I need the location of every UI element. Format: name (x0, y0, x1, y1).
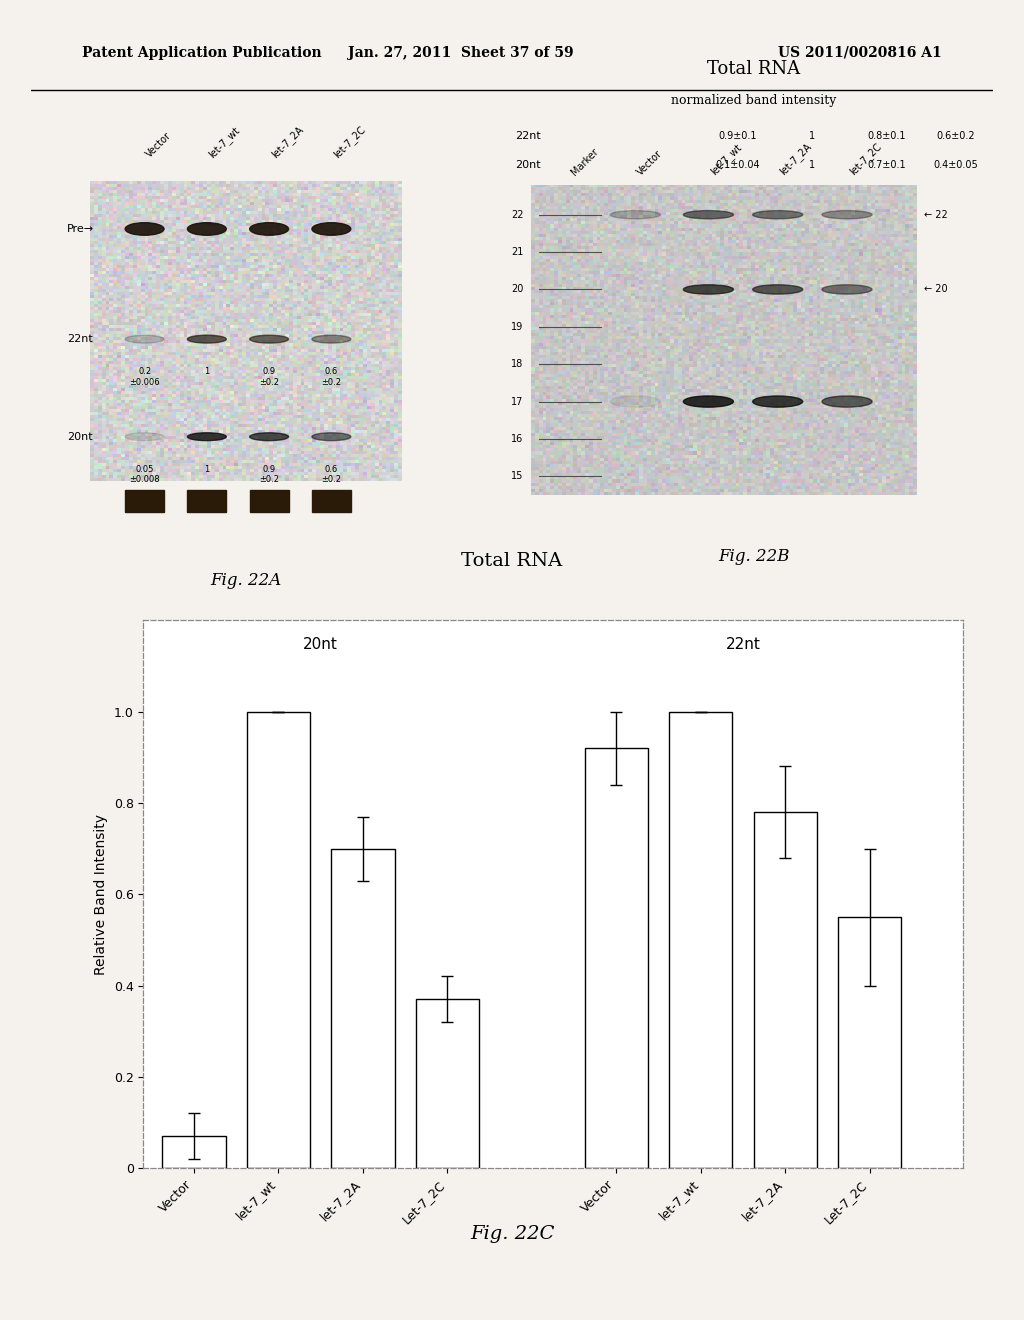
Text: Jan. 27, 2011  Sheet 37 of 59: Jan. 27, 2011 Sheet 37 of 59 (348, 46, 573, 59)
Bar (585, 748, 648, 1168)
Ellipse shape (125, 433, 164, 441)
Ellipse shape (187, 223, 226, 235)
Text: Fig. 22A: Fig. 22A (210, 573, 282, 589)
Bar (312, 490, 351, 512)
Text: 19: 19 (511, 322, 523, 331)
Ellipse shape (187, 335, 226, 343)
Ellipse shape (312, 223, 351, 235)
Text: 22nt: 22nt (726, 638, 761, 652)
Text: 22nt: 22nt (67, 334, 92, 345)
Ellipse shape (610, 211, 660, 219)
Bar (669, 711, 732, 1168)
Text: 0.05
±0.008: 0.05 ±0.008 (129, 465, 160, 484)
Text: Fig. 22B: Fig. 22B (718, 548, 790, 565)
Ellipse shape (610, 396, 660, 407)
Text: 0.9
±0.2: 0.9 ±0.2 (259, 465, 280, 484)
Text: 20nt: 20nt (303, 638, 338, 652)
Text: 0.9±0.1: 0.9±0.1 (719, 131, 757, 141)
Text: 16: 16 (511, 434, 523, 444)
Text: Patent Application Publication: Patent Application Publication (82, 46, 322, 59)
Text: 0.2
±0.006: 0.2 ±0.006 (129, 367, 160, 387)
Text: 1: 1 (809, 160, 815, 170)
Bar (754, 812, 817, 1168)
Bar (332, 849, 394, 1168)
Bar (247, 711, 310, 1168)
Text: 0.8±0.1: 0.8±0.1 (867, 131, 906, 141)
Bar (187, 490, 226, 512)
Bar (125, 490, 164, 512)
Ellipse shape (312, 433, 351, 441)
Text: 1: 1 (204, 465, 210, 474)
Text: normalized band intensity: normalized band intensity (671, 94, 837, 107)
Text: 20nt: 20nt (515, 160, 541, 170)
Text: Marker: Marker (569, 147, 601, 177)
Ellipse shape (822, 285, 872, 294)
Text: 0.6
±0.2: 0.6 ±0.2 (322, 465, 341, 484)
Ellipse shape (683, 285, 733, 294)
Ellipse shape (312, 335, 351, 343)
Text: ← 20: ← 20 (924, 284, 947, 294)
Text: Pre→: Pre→ (67, 224, 94, 234)
Text: 0.9
±0.2: 0.9 ±0.2 (259, 367, 280, 387)
Y-axis label: Relative Band Intensity: Relative Band Intensity (94, 814, 109, 974)
Text: let-7_wt: let-7_wt (709, 143, 743, 177)
Text: 22: 22 (511, 210, 523, 219)
Ellipse shape (822, 396, 872, 407)
Ellipse shape (683, 211, 733, 219)
Text: 21: 21 (511, 247, 523, 257)
Text: 18: 18 (511, 359, 523, 370)
Text: Vector: Vector (144, 131, 174, 160)
Ellipse shape (187, 433, 226, 441)
Text: let-7_2A: let-7_2A (269, 124, 305, 160)
Text: 0.6
±0.2: 0.6 ±0.2 (322, 367, 341, 387)
Bar (250, 490, 289, 512)
Text: 0.4±0.05: 0.4±0.05 (934, 160, 978, 170)
Ellipse shape (125, 223, 164, 235)
Ellipse shape (683, 396, 733, 407)
Text: 0.6±0.2: 0.6±0.2 (937, 131, 975, 141)
Ellipse shape (250, 433, 289, 441)
Ellipse shape (125, 335, 164, 343)
Bar (838, 917, 901, 1168)
Bar (416, 999, 479, 1168)
Text: Fig. 22C: Fig. 22C (470, 1225, 554, 1243)
Text: US 2011/0020816 A1: US 2011/0020816 A1 (778, 46, 942, 59)
Ellipse shape (250, 335, 289, 343)
Text: 22nt: 22nt (515, 131, 541, 141)
Text: 17: 17 (511, 396, 523, 407)
Text: let-7_2C: let-7_2C (332, 124, 368, 160)
Text: 0.1±0.04: 0.1±0.04 (716, 160, 760, 170)
Text: ← 22: ← 22 (924, 210, 948, 219)
Text: let-7_wt: let-7_wt (207, 124, 243, 160)
Text: Total RNA: Total RNA (708, 59, 800, 78)
Text: 0.7±0.1: 0.7±0.1 (867, 160, 906, 170)
Bar (163, 1137, 225, 1168)
Text: 1: 1 (809, 131, 815, 141)
Text: let-7_2A: let-7_2A (777, 141, 814, 177)
Ellipse shape (753, 211, 803, 219)
Text: 1: 1 (204, 367, 210, 376)
Ellipse shape (753, 285, 803, 294)
Text: Total RNA: Total RNA (462, 552, 562, 570)
Text: 20: 20 (511, 284, 523, 294)
Ellipse shape (822, 211, 872, 219)
Ellipse shape (753, 396, 803, 407)
Text: 20nt: 20nt (67, 432, 92, 442)
Text: let-7_2C: let-7_2C (847, 141, 884, 177)
Text: 15: 15 (511, 471, 523, 482)
Ellipse shape (250, 223, 289, 235)
Text: Vector: Vector (635, 148, 665, 177)
